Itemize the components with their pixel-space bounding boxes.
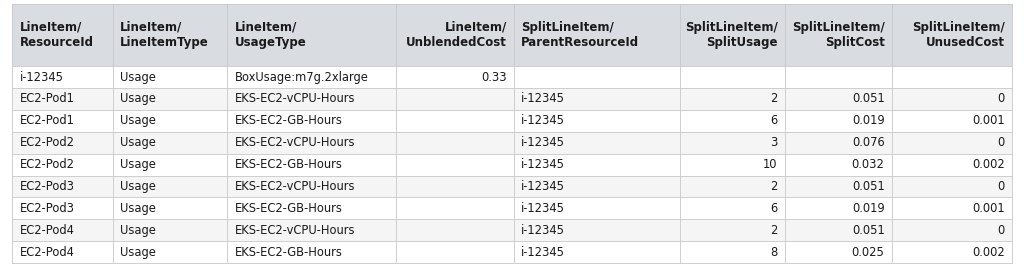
Text: LineItem/
LineItemType: LineItem/ LineItemType bbox=[120, 21, 209, 49]
Text: 0.051: 0.051 bbox=[852, 92, 885, 105]
Text: SplitLineItem/
ParentResourceId: SplitLineItem/ ParentResourceId bbox=[521, 21, 639, 49]
Text: i-12345: i-12345 bbox=[521, 158, 565, 171]
Text: 0.002: 0.002 bbox=[972, 158, 1005, 171]
Text: 0.33: 0.33 bbox=[481, 70, 507, 84]
Text: i-12345: i-12345 bbox=[521, 224, 565, 237]
Text: i-12345: i-12345 bbox=[521, 114, 565, 127]
Text: 2: 2 bbox=[770, 224, 777, 237]
Text: i-12345: i-12345 bbox=[521, 92, 565, 105]
Text: Usage: Usage bbox=[120, 180, 156, 193]
Text: EC2-Pod3: EC2-Pod3 bbox=[19, 180, 75, 193]
Text: 10: 10 bbox=[763, 158, 777, 171]
Text: 0: 0 bbox=[997, 224, 1005, 237]
Text: 3: 3 bbox=[770, 136, 777, 149]
Text: LineItem/
UnblendedCost: LineItem/ UnblendedCost bbox=[407, 21, 507, 49]
Text: 0.076: 0.076 bbox=[852, 136, 885, 149]
Text: EKS-EC2-vCPU-Hours: EKS-EC2-vCPU-Hours bbox=[234, 224, 355, 237]
Text: 2: 2 bbox=[770, 92, 777, 105]
Text: Usage: Usage bbox=[120, 224, 156, 237]
Text: EKS-EC2-GB-Hours: EKS-EC2-GB-Hours bbox=[234, 202, 342, 215]
Text: BoxUsage:m7g.2xlarge: BoxUsage:m7g.2xlarge bbox=[234, 70, 369, 84]
Bar bbox=[12, 219, 1012, 241]
Text: 0.019: 0.019 bbox=[852, 202, 885, 215]
Text: 0.025: 0.025 bbox=[852, 246, 885, 258]
Text: 6: 6 bbox=[770, 202, 777, 215]
Text: i-12345: i-12345 bbox=[19, 70, 63, 84]
Text: Usage: Usage bbox=[120, 158, 156, 171]
Bar bbox=[12, 110, 1012, 132]
Text: i-12345: i-12345 bbox=[521, 136, 565, 149]
Text: Usage: Usage bbox=[120, 246, 156, 258]
Text: EC2-Pod4: EC2-Pod4 bbox=[19, 224, 75, 237]
Text: 0.051: 0.051 bbox=[852, 180, 885, 193]
Text: EC2-Pod4: EC2-Pod4 bbox=[19, 246, 75, 258]
Bar bbox=[12, 154, 1012, 175]
Text: Usage: Usage bbox=[120, 70, 156, 84]
Text: i-12345: i-12345 bbox=[521, 180, 565, 193]
Text: i-12345: i-12345 bbox=[521, 202, 565, 215]
Bar bbox=[12, 88, 1012, 110]
Text: EKS-EC2-GB-Hours: EKS-EC2-GB-Hours bbox=[234, 114, 342, 127]
Text: EKS-EC2-vCPU-Hours: EKS-EC2-vCPU-Hours bbox=[234, 180, 355, 193]
Text: EKS-EC2-GB-Hours: EKS-EC2-GB-Hours bbox=[234, 158, 342, 171]
Bar bbox=[12, 132, 1012, 154]
Text: 6: 6 bbox=[770, 114, 777, 127]
Text: 0.001: 0.001 bbox=[972, 202, 1005, 215]
Bar bbox=[12, 175, 1012, 197]
Text: 0.019: 0.019 bbox=[852, 114, 885, 127]
Text: 0: 0 bbox=[997, 180, 1005, 193]
Bar bbox=[12, 66, 1012, 88]
Bar bbox=[12, 197, 1012, 219]
Bar bbox=[12, 4, 1012, 66]
Text: LineItem/
UsageType: LineItem/ UsageType bbox=[234, 21, 306, 49]
Text: LineItem/
ResourceId: LineItem/ ResourceId bbox=[19, 21, 93, 49]
Text: EC2-Pod1: EC2-Pod1 bbox=[19, 92, 75, 105]
Text: 0.032: 0.032 bbox=[852, 158, 885, 171]
Text: EC2-Pod2: EC2-Pod2 bbox=[19, 158, 75, 171]
Text: EKS-EC2-GB-Hours: EKS-EC2-GB-Hours bbox=[234, 246, 342, 258]
Text: 0.002: 0.002 bbox=[972, 246, 1005, 258]
Bar bbox=[12, 241, 1012, 263]
Text: Usage: Usage bbox=[120, 136, 156, 149]
Text: Usage: Usage bbox=[120, 92, 156, 105]
Text: SplitLineItem/
SplitCost: SplitLineItem/ SplitCost bbox=[792, 21, 885, 49]
Text: 0: 0 bbox=[997, 136, 1005, 149]
Text: 0.001: 0.001 bbox=[972, 114, 1005, 127]
Text: 8: 8 bbox=[770, 246, 777, 258]
Text: i-12345: i-12345 bbox=[521, 246, 565, 258]
Text: 0: 0 bbox=[997, 92, 1005, 105]
Text: EC2-Pod2: EC2-Pod2 bbox=[19, 136, 75, 149]
Text: EC2-Pod1: EC2-Pod1 bbox=[19, 114, 75, 127]
Text: 2: 2 bbox=[770, 180, 777, 193]
Text: EKS-EC2-vCPU-Hours: EKS-EC2-vCPU-Hours bbox=[234, 92, 355, 105]
Text: SplitLineItem/
SplitUsage: SplitLineItem/ SplitUsage bbox=[685, 21, 777, 49]
Text: EKS-EC2-vCPU-Hours: EKS-EC2-vCPU-Hours bbox=[234, 136, 355, 149]
Text: Usage: Usage bbox=[120, 114, 156, 127]
Text: 0.051: 0.051 bbox=[852, 224, 885, 237]
Text: Usage: Usage bbox=[120, 202, 156, 215]
Text: EC2-Pod3: EC2-Pod3 bbox=[19, 202, 75, 215]
Text: SplitLineItem/
UnusedCost: SplitLineItem/ UnusedCost bbox=[911, 21, 1005, 49]
